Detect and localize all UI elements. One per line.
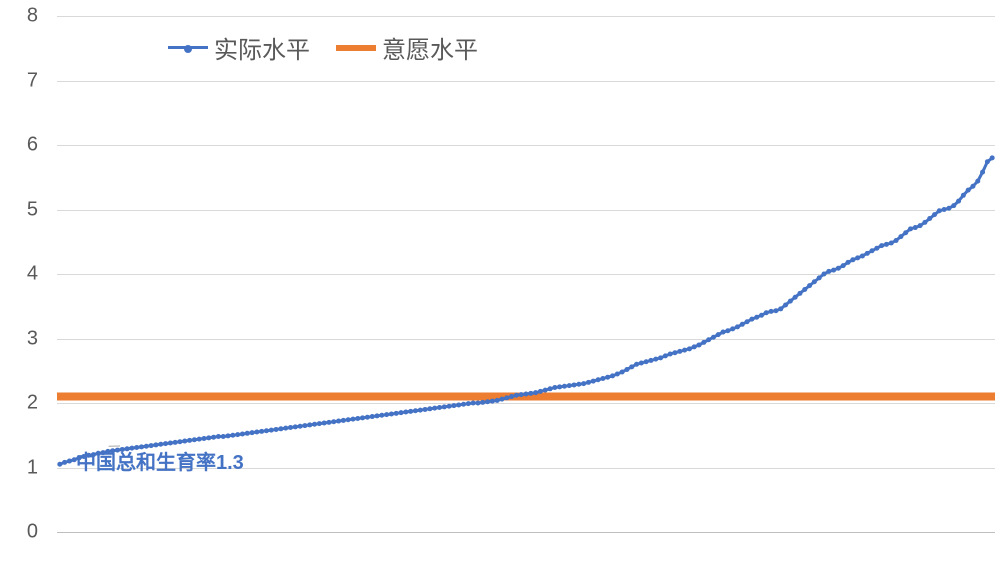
- legend-item: 实际水平: [168, 30, 310, 65]
- legend-swatch: [336, 45, 376, 51]
- legend-swatch: [168, 46, 208, 49]
- legend-label: 意愿水平: [382, 30, 478, 65]
- legend: 实际水平 意愿水平: [168, 30, 478, 65]
- chart-root: 012345678中国总和生育率1.3实际水平意愿水平: [0, 0, 1000, 563]
- plot-svg: [0, 0, 1000, 563]
- legend-item: 意愿水平: [336, 30, 478, 65]
- legend-marker: [184, 45, 192, 53]
- legend-label: 实际水平: [214, 30, 310, 65]
- annotation-china-tfr: 中国总和生育率1.3: [76, 446, 244, 475]
- series-actual-line: [60, 158, 992, 464]
- series-actual-markers: [57, 155, 994, 466]
